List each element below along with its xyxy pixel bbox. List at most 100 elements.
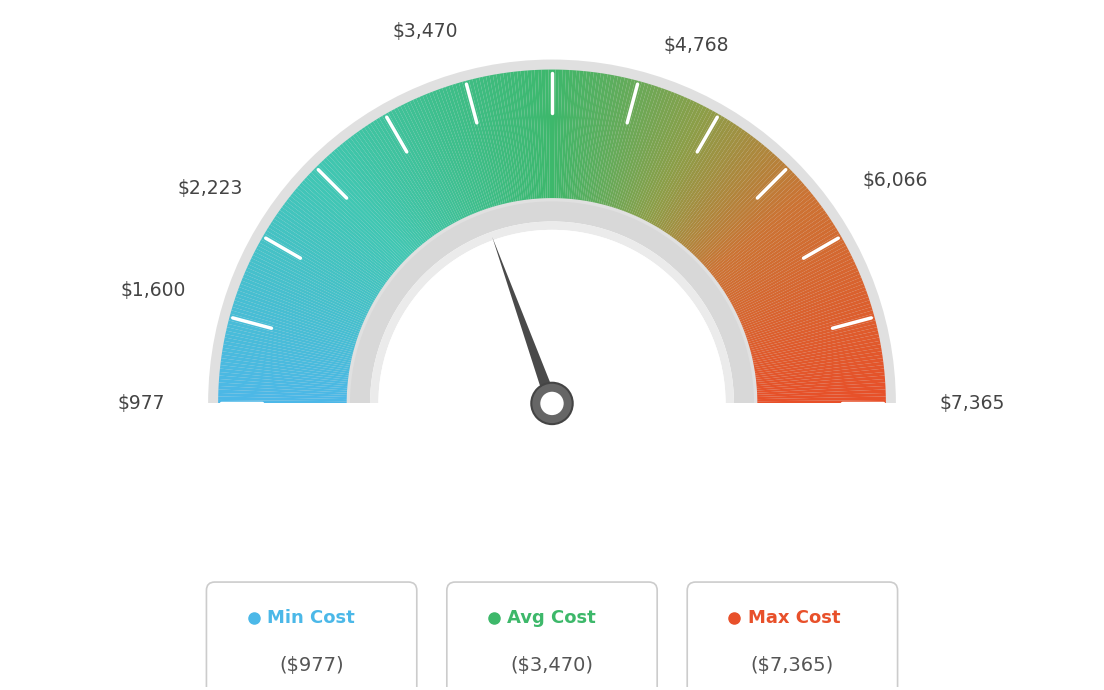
- Wedge shape: [316, 165, 408, 258]
- Wedge shape: [559, 70, 566, 198]
- Wedge shape: [715, 201, 820, 281]
- Text: $1,600: $1,600: [120, 281, 185, 300]
- Wedge shape: [489, 75, 516, 201]
- Wedge shape: [704, 180, 803, 268]
- Wedge shape: [272, 219, 381, 292]
- Wedge shape: [698, 168, 790, 259]
- Wedge shape: [626, 92, 675, 213]
- Wedge shape: [524, 70, 537, 199]
- Wedge shape: [573, 71, 591, 199]
- Wedge shape: [391, 109, 455, 224]
- Wedge shape: [756, 368, 884, 384]
- Wedge shape: [708, 186, 807, 271]
- FancyBboxPatch shape: [447, 582, 657, 690]
- Wedge shape: [534, 70, 543, 199]
- Wedge shape: [649, 109, 713, 224]
- Wedge shape: [582, 73, 604, 201]
- Wedge shape: [739, 264, 857, 320]
- Wedge shape: [741, 274, 861, 326]
- Wedge shape: [605, 81, 641, 206]
- Wedge shape: [513, 71, 531, 199]
- Wedge shape: [446, 86, 489, 209]
- Bar: [209, 404, 895, 571]
- Wedge shape: [282, 204, 388, 283]
- Wedge shape: [350, 201, 754, 404]
- Wedge shape: [598, 79, 631, 204]
- Wedge shape: [500, 73, 522, 201]
- Wedge shape: [669, 129, 745, 236]
- Text: ($7,365): ($7,365): [751, 656, 834, 675]
- Wedge shape: [742, 277, 862, 328]
- Wedge shape: [655, 115, 722, 227]
- Wedge shape: [577, 72, 597, 200]
- Wedge shape: [750, 310, 873, 348]
- Text: Max Cost: Max Cost: [747, 609, 840, 627]
- Wedge shape: [612, 83, 651, 208]
- Wedge shape: [229, 317, 353, 353]
- FancyBboxPatch shape: [687, 582, 898, 690]
- Wedge shape: [376, 118, 446, 229]
- Wedge shape: [339, 144, 423, 245]
- Wedge shape: [627, 93, 678, 213]
- Wedge shape: [617, 87, 661, 210]
- Wedge shape: [221, 362, 348, 380]
- Wedge shape: [647, 108, 710, 222]
- Wedge shape: [329, 153, 416, 251]
- Wedge shape: [726, 228, 838, 297]
- Wedge shape: [652, 112, 719, 226]
- Text: $7,365: $7,365: [940, 394, 1005, 413]
- Wedge shape: [350, 135, 429, 240]
- Wedge shape: [732, 243, 847, 306]
- Wedge shape: [433, 90, 480, 212]
- Wedge shape: [751, 317, 875, 353]
- Wedge shape: [671, 131, 749, 237]
- Wedge shape: [712, 193, 814, 276]
- Wedge shape: [510, 72, 529, 199]
- Wedge shape: [397, 106, 459, 221]
- Wedge shape: [255, 249, 370, 310]
- Wedge shape: [614, 85, 655, 208]
- Wedge shape: [593, 76, 622, 203]
- Wedge shape: [333, 148, 420, 248]
- Wedge shape: [373, 119, 444, 230]
- Wedge shape: [219, 382, 347, 393]
- Wedge shape: [297, 186, 396, 271]
- Wedge shape: [692, 160, 783, 255]
- Wedge shape: [237, 287, 360, 334]
- Wedge shape: [570, 70, 583, 199]
- Wedge shape: [603, 80, 638, 205]
- Wedge shape: [449, 85, 490, 208]
- Wedge shape: [595, 77, 625, 203]
- Wedge shape: [253, 252, 369, 312]
- Wedge shape: [295, 188, 395, 273]
- Wedge shape: [288, 196, 391, 277]
- Wedge shape: [370, 121, 442, 231]
- Wedge shape: [702, 175, 798, 264]
- Wedge shape: [709, 188, 809, 273]
- Wedge shape: [746, 297, 870, 340]
- Wedge shape: [531, 70, 541, 199]
- Wedge shape: [379, 116, 447, 228]
- Wedge shape: [683, 146, 767, 246]
- Wedge shape: [691, 157, 781, 254]
- Wedge shape: [476, 77, 507, 204]
- Wedge shape: [737, 262, 856, 318]
- Wedge shape: [699, 170, 793, 262]
- Wedge shape: [752, 327, 878, 359]
- Wedge shape: [619, 88, 665, 210]
- Text: $6,066: $6,066: [862, 171, 927, 190]
- Wedge shape: [219, 375, 348, 388]
- Wedge shape: [507, 72, 527, 200]
- Wedge shape: [301, 180, 400, 268]
- Wedge shape: [517, 71, 532, 199]
- Circle shape: [531, 383, 573, 424]
- Wedge shape: [549, 70, 552, 198]
- Wedge shape: [756, 379, 885, 391]
- Wedge shape: [601, 79, 635, 204]
- Wedge shape: [209, 59, 895, 404]
- Wedge shape: [219, 389, 347, 397]
- Wedge shape: [736, 255, 852, 314]
- Wedge shape: [757, 386, 885, 395]
- Wedge shape: [225, 331, 351, 361]
- Wedge shape: [634, 97, 688, 216]
